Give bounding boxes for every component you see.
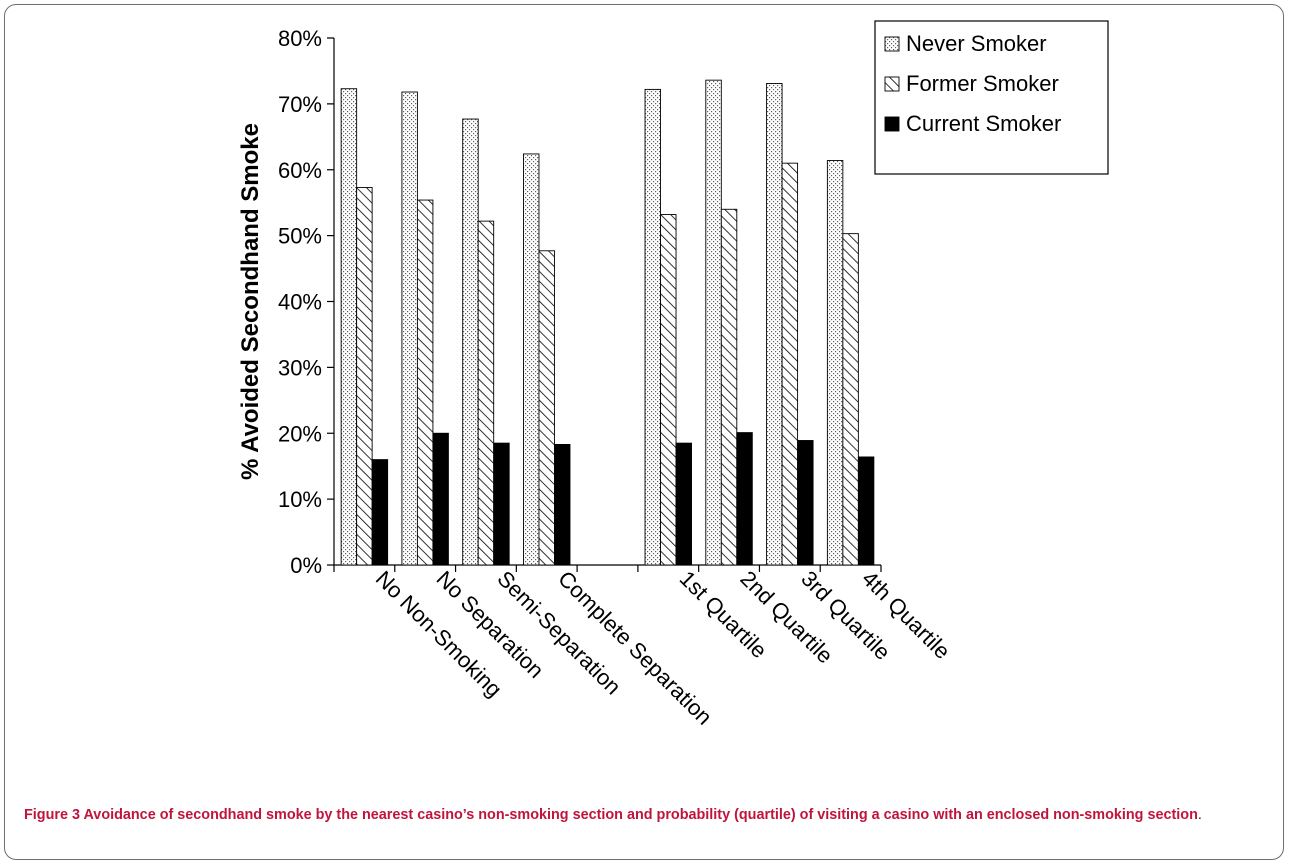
legend-box <box>874 20 1109 175</box>
bar-former-smoker <box>720 208 738 566</box>
y-tick-label: 0% <box>290 553 322 578</box>
bar-never-smoker <box>340 88 358 566</box>
figure-label: Figure 3 <box>24 807 80 823</box>
bar-current-smoker <box>675 442 692 566</box>
bars <box>340 79 875 566</box>
x-category-label: No Separation <box>432 566 549 683</box>
bar-chart: 0% 10% 20% 30% 40% 50% 60% 70% 80% % Avoided Seco… <box>237 20 1109 730</box>
bar-current-smoker <box>493 442 510 566</box>
bar-former-smoker <box>660 214 677 566</box>
bar-never-smoker <box>523 153 540 566</box>
bar-never-smoker <box>826 160 844 566</box>
bar-never-smoker <box>766 83 783 566</box>
bar-former-smoker <box>416 199 434 566</box>
bar-former-smoker <box>356 187 373 566</box>
y-tick-label: 20% <box>278 421 322 446</box>
bar-current-smoker <box>736 432 753 566</box>
legend-label: Current Smoker <box>906 111 1061 136</box>
legend-label: Former Smoker <box>906 71 1059 96</box>
y-tick-label: 70% <box>278 92 322 117</box>
y-tick-label: 80% <box>278 26 322 51</box>
figure-caption-text: Avoidance of secondhand smoke by the nea… <box>83 807 1198 823</box>
bar-former-smoker <box>842 233 859 566</box>
y-tick-label: 30% <box>278 355 322 380</box>
figure-caption-tail: . <box>1197 807 1202 823</box>
bar-current-smoker <box>432 432 449 566</box>
figure-frame: 0% 10% 20% 30% 40% 50% 60% 70% 80% % Avoided Seco… <box>4 4 1284 860</box>
bar-never-smoker <box>705 79 722 566</box>
legend-swatch <box>884 116 900 132</box>
y-tick-label: 50% <box>278 224 322 249</box>
legend-swatch <box>884 36 900 52</box>
bar-current-smoker <box>797 440 814 566</box>
bar-never-smoker <box>462 118 479 566</box>
y-tick-label: 60% <box>278 158 322 183</box>
bar-never-smoker <box>644 88 661 566</box>
y-axis-title: % Avoided Secondhand Smoke <box>237 123 264 480</box>
bar-current-smoker <box>857 456 875 566</box>
y-tick-label: 40% <box>278 290 322 315</box>
legend-label: Never Smoker <box>906 31 1047 56</box>
bar-former-smoker <box>477 220 495 566</box>
figure-caption: Figure 3 Avoidance of secondhand smoke b… <box>24 803 1274 828</box>
y-tick-label: 10% <box>278 487 322 512</box>
legend-swatch <box>884 76 900 92</box>
bar-never-smoker <box>401 91 418 566</box>
legend: Never Smoker Former Smoker Current Smoker <box>874 20 1109 175</box>
bar-former-smoker <box>538 250 555 566</box>
bar-former-smoker <box>781 162 799 566</box>
bar-current-smoker <box>371 459 389 566</box>
bar-current-smoker <box>554 443 571 566</box>
